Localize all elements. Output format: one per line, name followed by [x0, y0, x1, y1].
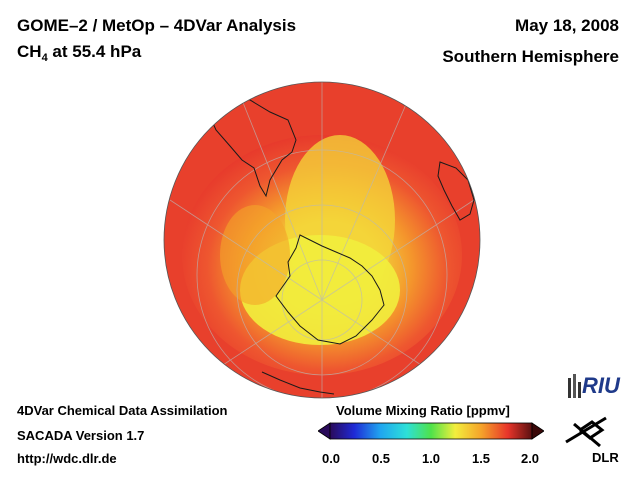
species-prefix: CH: [17, 42, 42, 61]
riu-logo-text: RIU: [582, 373, 620, 398]
africa-coastline: [437, 161, 475, 221]
south-america-coastline: [207, 91, 297, 198]
map-title: GOME–2 / MetOp – 4DVar Analysis: [17, 16, 297, 35]
colorbar-min-arrow: [318, 422, 331, 440]
australia-coastline: [261, 371, 335, 395]
colorbar-tick: 0.5: [371, 451, 391, 466]
colorbar-tick: 1.5: [471, 451, 491, 466]
colorbar: [318, 422, 544, 440]
species-label: CH4 at 55.4 hPa: [17, 42, 141, 64]
region-label: Southern Hemisphere: [442, 47, 619, 66]
ch4-field-west: [220, 205, 290, 305]
globe-outline: [163, 81, 481, 399]
date-label: May 18, 2008: [515, 16, 619, 35]
species-suffix: at 55.4 hPa: [47, 42, 142, 61]
colorbar-gradient: [329, 422, 533, 440]
colorbar-max-arrow: [531, 422, 544, 440]
riu-logo-icon: [568, 374, 581, 398]
dlr-logo-text: DLR: [592, 450, 619, 465]
footer-assimilation: 4DVar Chemical Data Assimilation: [17, 403, 228, 418]
footer-version: SACADA Version 1.7: [17, 428, 145, 443]
colorbar-title: Volume Mixing Ratio [ppmv]: [336, 403, 510, 418]
footer-url: http://wdc.dlr.de: [17, 451, 117, 466]
antarctica-coastline: [275, 234, 385, 345]
colorbar-tick: 2.0: [520, 451, 540, 466]
colorbar-tick: 1.0: [421, 451, 441, 466]
dlr-logo-icon: [565, 416, 607, 448]
colorbar-tick: 0.0: [321, 451, 341, 466]
species-subscript: 4: [41, 52, 48, 64]
